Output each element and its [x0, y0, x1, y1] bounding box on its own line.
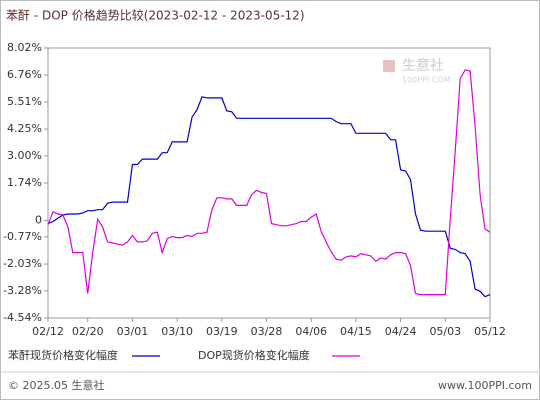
legend-label: DOP现货价格变化幅度	[198, 348, 310, 362]
x-tick-label: 04/24	[385, 325, 417, 338]
x-tick-label: 05/12	[474, 325, 506, 338]
y-tick-label: 4.25%	[7, 122, 42, 135]
series-line	[47, 96, 491, 298]
y-tick-label: 5.51%	[7, 95, 42, 108]
y-tick-label: 1.74%	[7, 176, 42, 189]
x-tick-label: 04/15	[340, 325, 372, 338]
x-tick-label: 03/01	[117, 325, 149, 338]
watermark-text: 生意社	[402, 57, 444, 74]
watermark: 生意社 100PPI.COM	[383, 57, 451, 85]
footer-right: www.100PPI.com	[438, 379, 532, 392]
x-tick-label: 05/03	[429, 325, 461, 338]
x-tick-label: 03/10	[161, 325, 193, 338]
y-tick-label: -3.28%	[3, 284, 42, 297]
y-tick-label: 6.76%	[7, 68, 42, 81]
y-tick-label: -0.77%	[3, 230, 42, 243]
y-tick-label: 8.02%	[7, 41, 42, 54]
legend-label: 苯酐现货价格变化幅度	[8, 348, 118, 362]
x-tick-label: 02/12	[32, 325, 64, 338]
x-tick-label: 04/06	[295, 325, 327, 338]
series-line	[47, 69, 491, 296]
x-tick-label: 03/28	[251, 325, 283, 338]
plot-area	[47, 47, 491, 319]
watermark-icon	[383, 60, 395, 72]
x-tick-label: 02/20	[72, 325, 104, 338]
y-tick-label: 3.00%	[7, 149, 42, 162]
footer-left: © 2025.05 生意社	[8, 378, 104, 392]
x-tick-label: 03/19	[206, 325, 238, 338]
watermark-sub: 100PPI.COM	[402, 76, 451, 85]
y-tick-label: 0	[35, 213, 42, 226]
y-tick-label: -4.54%	[3, 311, 42, 324]
chart-title: 苯酐 - DOP 价格趋势比较(2023-02-12 - 2023-05-12)	[6, 8, 305, 23]
y-tick-label: -2.03%	[3, 257, 42, 270]
